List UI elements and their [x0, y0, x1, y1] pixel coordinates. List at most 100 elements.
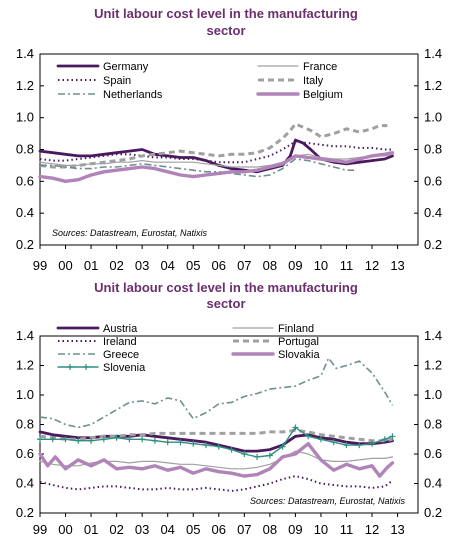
y-tick-label-left: 0.4 — [16, 205, 34, 220]
x-tick-label: 13 — [390, 522, 404, 537]
y-tick-label-left: 0.8 — [16, 417, 34, 432]
series-line-germany — [38, 138, 394, 174]
series-point-slovenia — [49, 436, 56, 443]
legend-label: Finland — [278, 323, 314, 335]
legend-entry-ireland: Ireland — [58, 336, 137, 348]
legend-entry-belgium: Belgium — [256, 89, 343, 101]
legend-label: Ireland — [103, 336, 137, 348]
y-tick-label-right: 1.2 — [424, 78, 442, 93]
x-tick-label: 10 — [314, 258, 328, 273]
x-tick-label: 11 — [340, 522, 354, 537]
y-tick-label-left: 1.4 — [16, 328, 34, 343]
x-tick-label: 99 — [33, 522, 47, 537]
x-tick-label: 07 — [237, 258, 251, 273]
x-tick-label: 01 — [84, 522, 98, 537]
x-tick-label: 12 — [365, 258, 379, 273]
series-point-slovenia — [266, 452, 273, 459]
legend-label: France — [303, 61, 337, 73]
y-tick-label-right: 0.4 — [424, 476, 442, 491]
series-point-slovenia — [37, 436, 43, 443]
chart-2: Unit labour cost level in the manufactur… — [16, 280, 442, 537]
x-tick-label: 03 — [135, 258, 149, 273]
y-tick-label-left: 0.2 — [16, 237, 34, 252]
x-tick-label: 06 — [212, 522, 226, 537]
legend-entry-portugal: Portugal — [233, 336, 319, 348]
series-point-slovenia — [305, 433, 312, 440]
y-tick-label-left: 1.0 — [16, 387, 34, 402]
x-tick-label: 08 — [263, 258, 277, 273]
legend-label: Germany — [103, 61, 149, 73]
series-point-slovenia — [126, 436, 133, 443]
x-tick-label: 02 — [109, 258, 123, 273]
chart-title-line: Unit labour cost level in the manufactur… — [94, 6, 358, 21]
series-point-slovenia — [113, 434, 120, 441]
x-tick-label: 04 — [160, 258, 174, 273]
y-tick-label-left: 1.0 — [16, 110, 34, 125]
y-tick-label-right: 0.8 — [424, 417, 442, 432]
legend-entry-netherlands: Netherlands — [58, 89, 163, 101]
y-tick-label-left: 1.2 — [16, 78, 34, 93]
x-tick-label: 11 — [340, 258, 354, 273]
legend-entry-greece: Greece — [58, 349, 139, 361]
series-line-spain — [39, 140, 393, 164]
plot-frame — [39, 53, 419, 246]
series-point-slovenia — [88, 437, 95, 444]
series-point-slovenia — [228, 446, 235, 453]
legend-label: Austria — [103, 323, 138, 335]
x-tick-label: 03 — [135, 522, 149, 537]
chart-title-line: sector — [206, 296, 245, 311]
y-tick-label-right: 0.4 — [424, 205, 442, 220]
series-line-belgium — [38, 150, 395, 184]
x-tick-label: 08 — [263, 522, 277, 537]
legend-label: Slovenia — [103, 362, 146, 374]
x-tick-label: 07 — [237, 522, 251, 537]
y-tick-label-left: 0.8 — [16, 142, 34, 157]
legend-label: Belgium — [303, 89, 343, 101]
x-tick-label: 12 — [365, 522, 379, 537]
legend-entry-spain: Spain — [58, 75, 131, 87]
series-point-slovenia — [330, 439, 337, 446]
legend-entry-france: France — [257, 61, 337, 73]
series-point-slovenia — [139, 436, 146, 443]
x-tick-label: 09 — [288, 522, 302, 537]
y-tick-label-right: 1.2 — [424, 358, 442, 373]
x-tick-label: 00 — [58, 522, 72, 537]
series-point-slovenia — [62, 436, 69, 443]
series-line-slovenia — [39, 426, 394, 458]
y-tick-label-left: 0.2 — [16, 505, 34, 520]
series-point-slovenia — [100, 436, 107, 443]
series-point-slovenia — [279, 443, 286, 450]
y-tick-label-left: 0.6 — [16, 173, 34, 188]
series-line-ireland — [39, 475, 394, 492]
y-tick-label-right: 0.8 — [424, 142, 442, 157]
series-line-netherlands — [40, 158, 355, 178]
x-tick-label: 09 — [288, 258, 302, 273]
x-tick-label: 04 — [160, 522, 174, 537]
y-tick-label-right: 1.0 — [424, 110, 442, 125]
series-point-slovenia — [369, 440, 376, 447]
y-tick-label-left: 1.4 — [16, 46, 34, 61]
source-note: Sources: Datastream, Eurostat, Natixis — [52, 228, 208, 238]
legend-entry-slovakia: Slovakia — [231, 349, 320, 361]
x-tick-label: 13 — [390, 258, 404, 273]
x-tick-label: 00 — [58, 258, 72, 273]
series-line-austria — [38, 430, 394, 453]
plot-frame — [39, 335, 419, 514]
legend-label: Portugal — [278, 336, 319, 348]
series-line-france — [39, 153, 394, 168]
y-tick-label-right: 1.4 — [424, 46, 442, 61]
x-tick-label: 99 — [33, 258, 47, 273]
y-tick-label-right: 1.4 — [424, 328, 442, 343]
series-point-slovenia — [381, 436, 388, 443]
y-tick-label-right: 0.2 — [424, 237, 442, 252]
y-tick-label-right: 0.6 — [424, 446, 442, 461]
y-tick-label-right: 1.0 — [424, 387, 442, 402]
series-point-slovenia — [203, 442, 210, 449]
series-line-greece — [39, 357, 394, 429]
series-point-slovenia — [177, 439, 184, 446]
chart-1: Unit labour cost level in the manufactur… — [16, 6, 442, 273]
legend-entry-austria: Austria — [56, 323, 138, 335]
chart-title-line: sector — [206, 23, 245, 38]
